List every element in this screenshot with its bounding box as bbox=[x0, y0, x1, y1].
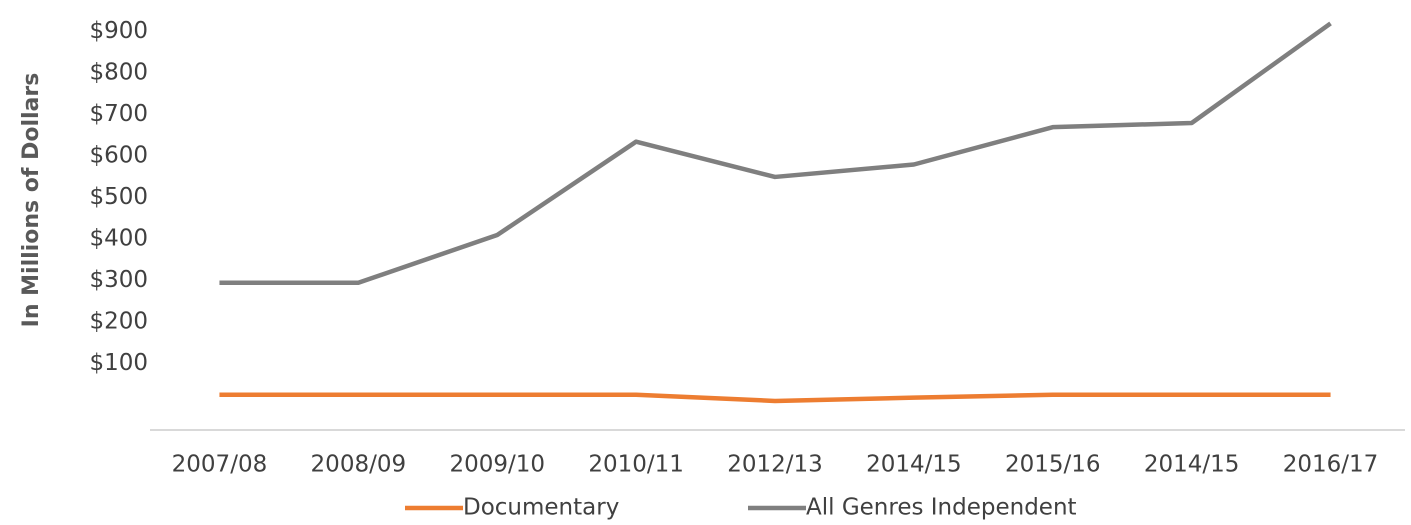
y-tick-label: $700 bbox=[89, 101, 148, 127]
y-tick-label: $400 bbox=[89, 226, 148, 252]
y-tick-label: $500 bbox=[89, 184, 148, 210]
y-tick-label: $300 bbox=[89, 267, 148, 293]
x-tick-label: 2014/15 bbox=[1144, 452, 1240, 478]
series-line bbox=[219, 392, 1331, 404]
x-tick-label: 2008/09 bbox=[311, 452, 407, 478]
y-tick-label: $800 bbox=[89, 60, 148, 86]
x-tick-label: 2009/10 bbox=[449, 452, 545, 478]
y-tick-label: $200 bbox=[89, 309, 148, 335]
legend-label: Documentary bbox=[463, 495, 619, 521]
x-tick-label: 2007/08 bbox=[172, 452, 268, 478]
x-tick-label: 2015/16 bbox=[1005, 452, 1101, 478]
y-axis-title: In Millions of Dollars bbox=[19, 73, 44, 328]
x-tick-label: 2010/11 bbox=[588, 452, 684, 478]
x-tick-label: 2014/15 bbox=[866, 452, 962, 478]
legend-label: All Genres Independent bbox=[806, 495, 1077, 521]
x-tick-label: 2012/13 bbox=[727, 452, 823, 478]
y-tick-label: $600 bbox=[89, 143, 148, 169]
y-tick-label: $100 bbox=[89, 350, 148, 376]
y-tick-label: $900 bbox=[89, 18, 148, 44]
x-tick-label: 2016/17 bbox=[1283, 452, 1379, 478]
series-line bbox=[219, 21, 1332, 285]
